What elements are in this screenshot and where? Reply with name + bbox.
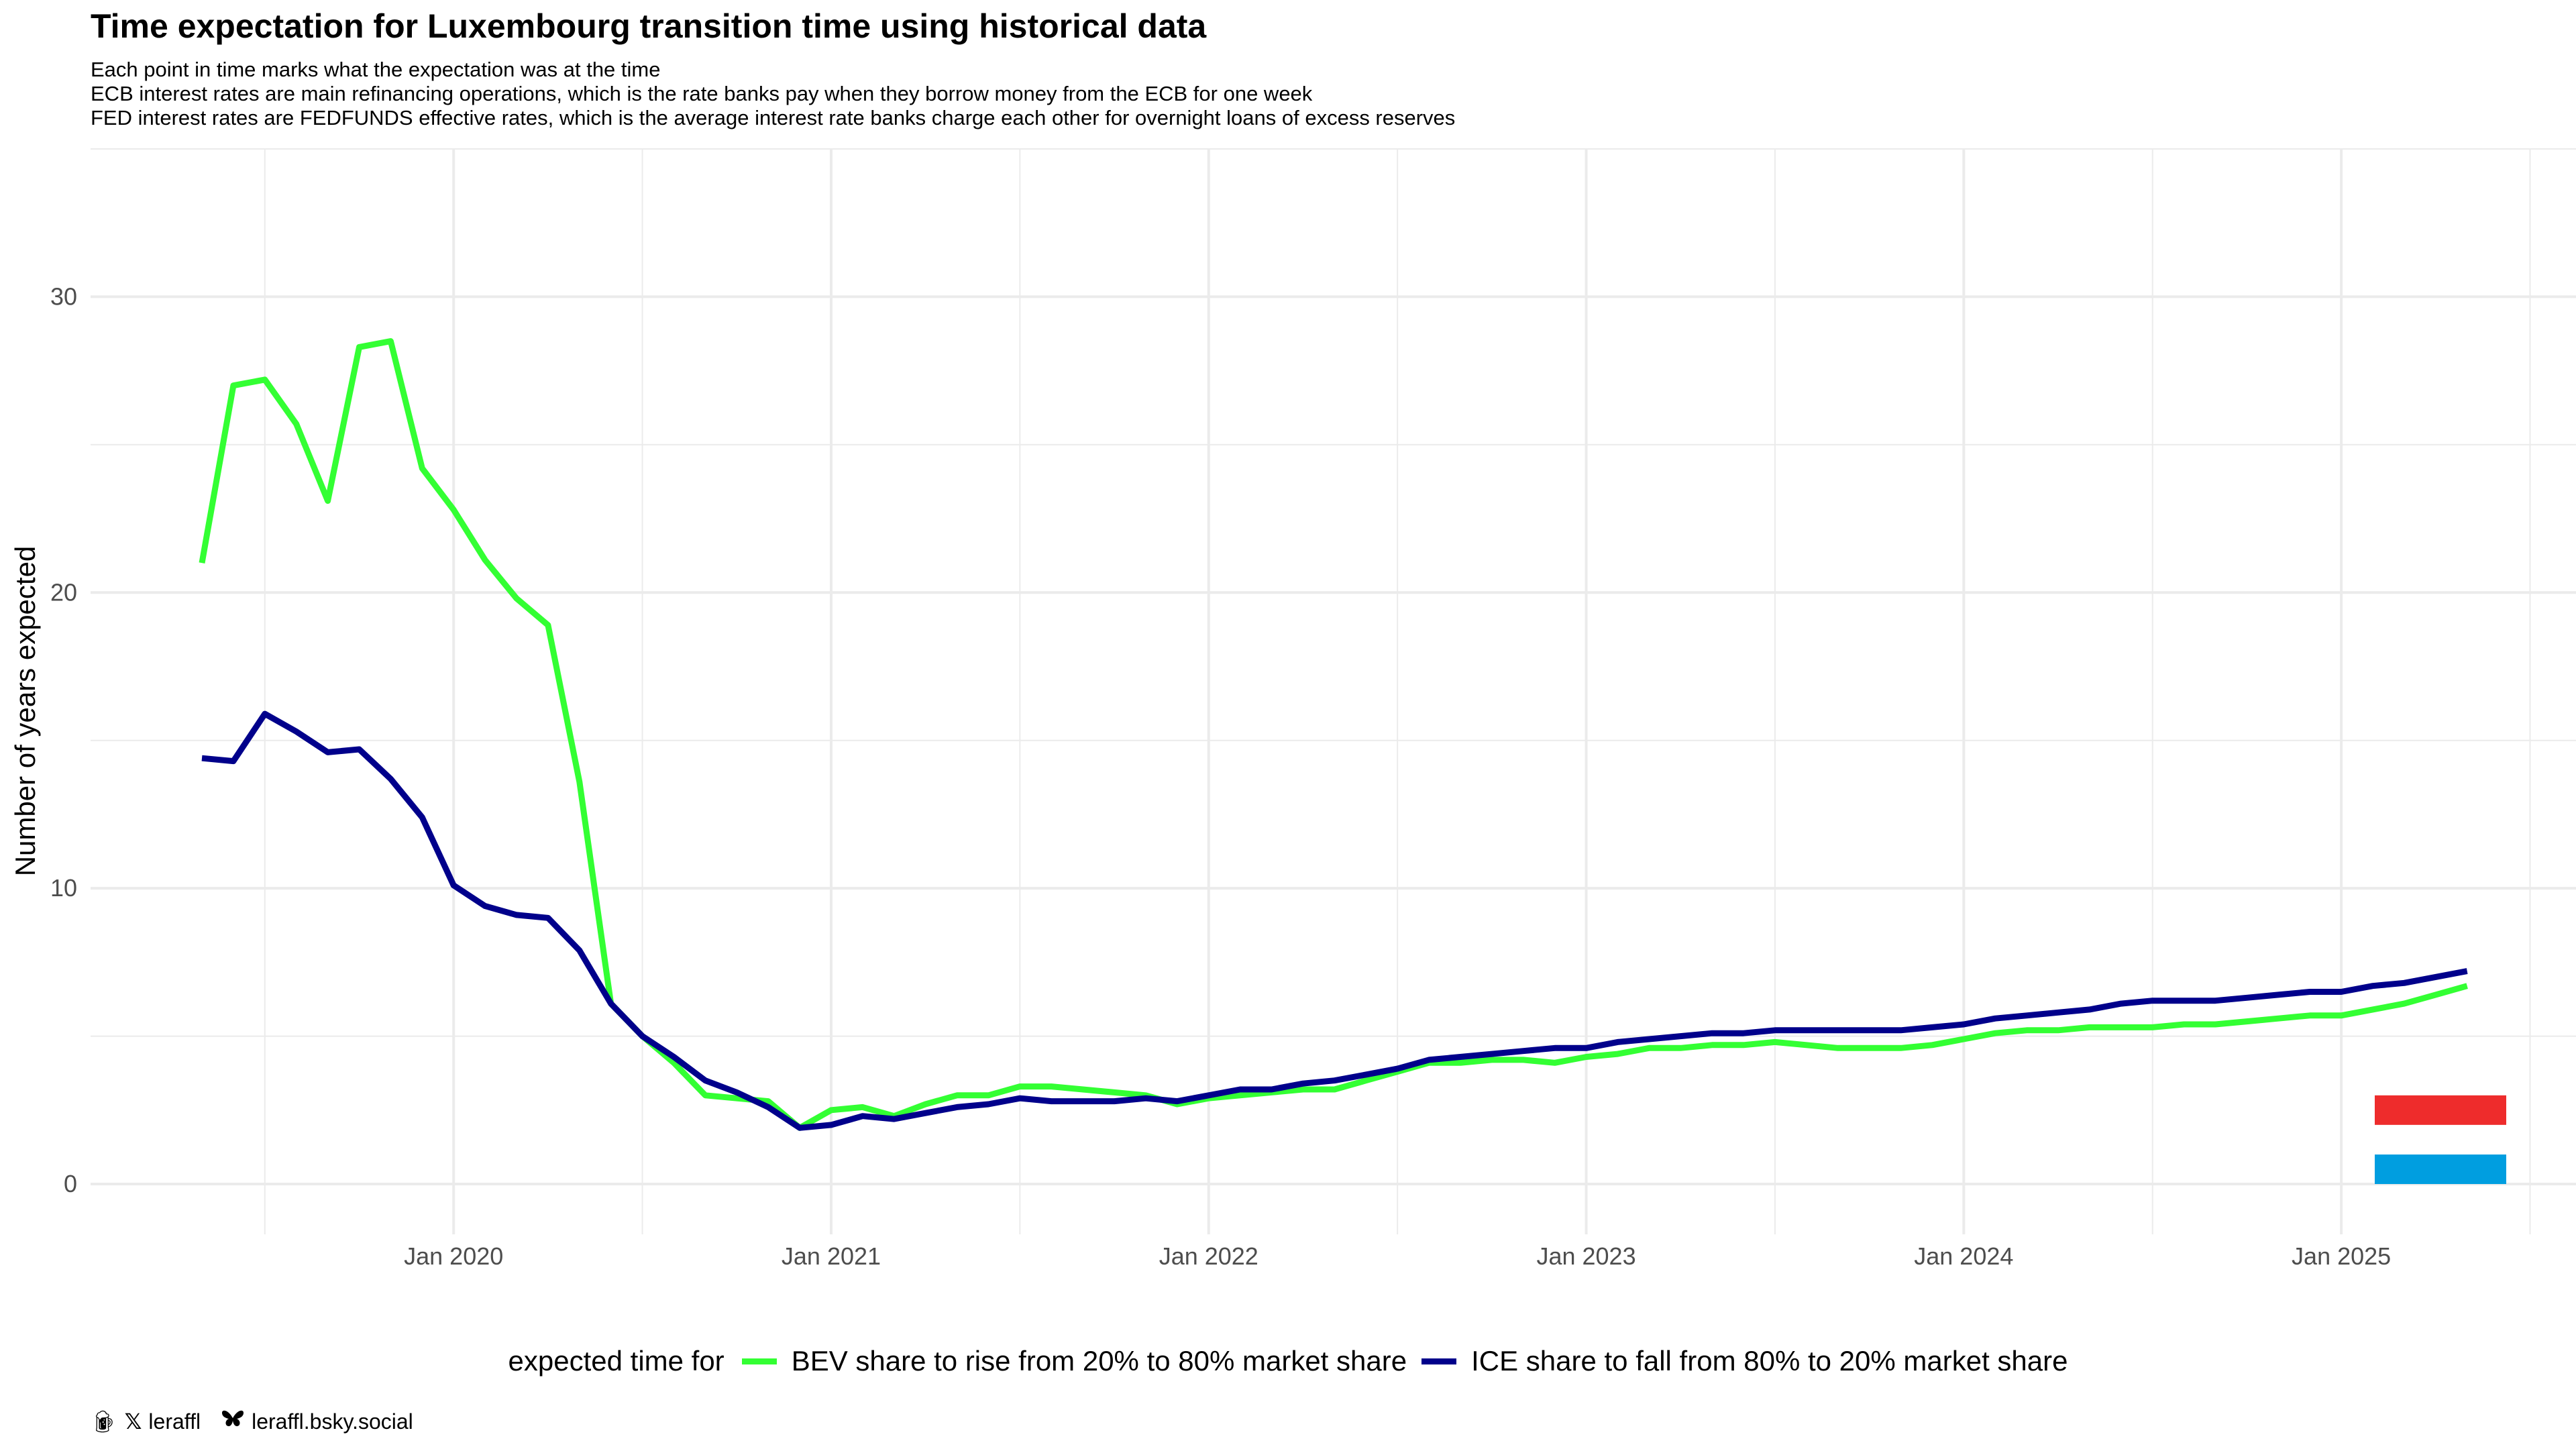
y-tick-labels: 0 10 20 30: [50, 282, 77, 1197]
series-lines: [199, 338, 2468, 1131]
subtitle-line-2: ECB interest rates are main refinancing …: [91, 82, 1313, 105]
ice-series-line: [201, 710, 2468, 1131]
legend-title: expected time for: [508, 1345, 724, 1377]
marker-bars: [2375, 1095, 2506, 1185]
credit-bluesky: leraffl.bsky.social: [252, 1409, 413, 1434]
credits: 🍺︎ 𝕏 leraffl leraffl.bsky.social: [91, 1409, 413, 1434]
subtitle-line-1: Each point in time marks what the expect…: [91, 58, 661, 81]
y-tick-label: 0: [64, 1170, 77, 1197]
beer-icon: 🍺︎: [91, 1409, 118, 1434]
red-marker: [2375, 1095, 2506, 1125]
y-tick-label: 10: [50, 874, 77, 902]
x-tick-label: Jan 2023: [1536, 1242, 1635, 1270]
y-tick-label: 20: [50, 578, 77, 606]
x-tick-label: Jan 2021: [782, 1242, 881, 1270]
legend-key-bev: [741, 1358, 777, 1364]
legend-label-bev: BEV share to rise from 20% to 80% market…: [791, 1345, 1407, 1377]
legend: expected time for BEV share to rise from…: [0, 1345, 2576, 1377]
bev-series-line: [199, 338, 2468, 1131]
x-tick-label: Jan 2024: [1914, 1242, 2013, 1270]
y-axis-title: Number of years expected: [9, 546, 41, 877]
x-tick-labels: Jan 2020 Jan 2021 Jan 2022 Jan 2023 Jan 2024…: [404, 1242, 2391, 1270]
x-tick-label: Jan 2025: [2292, 1242, 2391, 1270]
grid-lines: [91, 148, 2576, 1234]
x-logo-icon: 𝕏: [124, 1409, 142, 1434]
legend-label-ice: ICE share to fall from 80% to 20% market…: [1471, 1345, 2068, 1377]
chart-title: Time expectation for Luxembourg transiti…: [91, 7, 1207, 45]
y-tick-label: 30: [50, 282, 77, 310]
butterfly-icon: [221, 1409, 245, 1434]
subtitle-line-3: FED interest rates are FEDFUNDS effectiv…: [91, 106, 1456, 129]
x-tick-label: Jan 2022: [1159, 1242, 1258, 1270]
blue-marker: [2375, 1155, 2506, 1185]
legend-key-ice: [1421, 1358, 1457, 1364]
x-tick-label: Jan 2020: [404, 1242, 503, 1270]
credit-handle: leraffl: [148, 1409, 201, 1434]
